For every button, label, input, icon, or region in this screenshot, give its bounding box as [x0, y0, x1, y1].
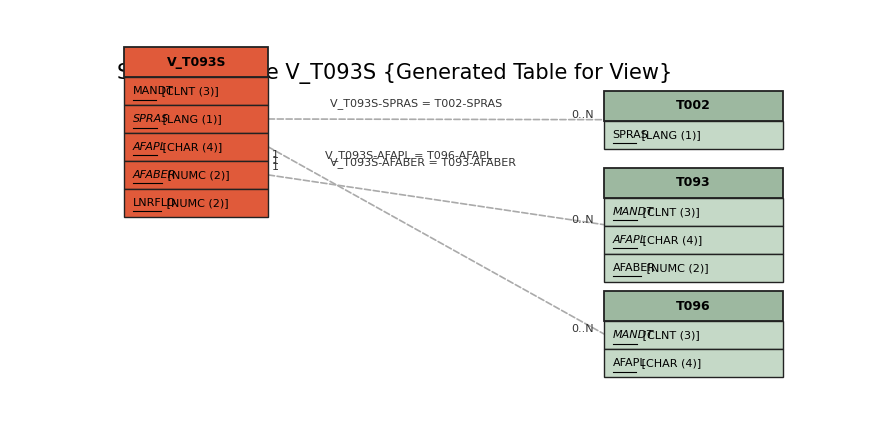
Text: [LANG (1)]: [LANG (1)]: [159, 114, 222, 124]
FancyBboxPatch shape: [124, 133, 268, 161]
Text: [NUMC (2)]: [NUMC (2)]: [643, 263, 708, 273]
FancyBboxPatch shape: [124, 47, 268, 77]
FancyBboxPatch shape: [124, 189, 268, 217]
Text: MANDT: MANDT: [133, 86, 173, 96]
Text: [CHAR (4)]: [CHAR (4)]: [159, 142, 222, 152]
Text: V_T093S-AFAPL = T096-AFAPL: V_T093S-AFAPL = T096-AFAPL: [326, 150, 493, 161]
Text: SPRAS: SPRAS: [612, 130, 649, 140]
Text: MANDT: MANDT: [612, 207, 654, 217]
Text: 0..N: 0..N: [572, 324, 594, 334]
FancyBboxPatch shape: [124, 161, 268, 189]
Text: T002: T002: [676, 99, 711, 112]
Text: 1: 1: [272, 162, 279, 171]
FancyBboxPatch shape: [604, 226, 783, 254]
Text: AFAPL: AFAPL: [612, 358, 646, 368]
FancyBboxPatch shape: [604, 198, 783, 226]
Text: 1: 1: [272, 156, 279, 166]
Text: AFAPL: AFAPL: [133, 142, 166, 152]
FancyBboxPatch shape: [604, 168, 783, 198]
Text: [CHAR (4)]: [CHAR (4)]: [640, 235, 703, 245]
Text: V_T093S: V_T093S: [166, 55, 226, 69]
Text: T096: T096: [676, 300, 711, 313]
Text: AFABER: AFABER: [133, 170, 176, 180]
Text: V_T093S-SPRAS = T002-SPRAS: V_T093S-SPRAS = T002-SPRAS: [330, 98, 502, 109]
Text: AFAPL: AFAPL: [612, 235, 647, 245]
Text: SPRAS: SPRAS: [133, 114, 169, 124]
Text: V_T093S-AFABER = T093-AFABER: V_T093S-AFABER = T093-AFABER: [330, 157, 516, 168]
FancyBboxPatch shape: [124, 77, 268, 105]
Text: [CHAR (4)]: [CHAR (4)]: [638, 358, 701, 368]
Text: [CLNT (3)]: [CLNT (3)]: [640, 207, 700, 217]
FancyBboxPatch shape: [604, 321, 783, 349]
FancyBboxPatch shape: [604, 91, 783, 120]
FancyBboxPatch shape: [604, 349, 783, 377]
Text: 0..N: 0..N: [572, 214, 594, 225]
Text: AFABER: AFABER: [612, 263, 656, 273]
Text: [NUMC (2)]: [NUMC (2)]: [163, 198, 228, 208]
Text: 0..N: 0..N: [572, 109, 594, 120]
Text: LNRFLD: LNRFLD: [133, 198, 176, 208]
Text: MANDT: MANDT: [612, 330, 654, 340]
FancyBboxPatch shape: [604, 120, 783, 149]
Text: 1: 1: [272, 150, 279, 160]
Text: [LANG (1)]: [LANG (1)]: [638, 130, 701, 140]
FancyBboxPatch shape: [604, 291, 783, 321]
Text: T093: T093: [676, 176, 711, 189]
FancyBboxPatch shape: [604, 254, 783, 282]
Text: [NUMC (2)]: [NUMC (2)]: [165, 170, 230, 180]
Text: [CLNT (3)]: [CLNT (3)]: [158, 86, 219, 96]
Text: [CLNT (3)]: [CLNT (3)]: [640, 330, 700, 340]
Text: SAP ABAP table V_T093S {Generated Table for View}: SAP ABAP table V_T093S {Generated Table …: [118, 63, 673, 85]
FancyBboxPatch shape: [124, 105, 268, 133]
